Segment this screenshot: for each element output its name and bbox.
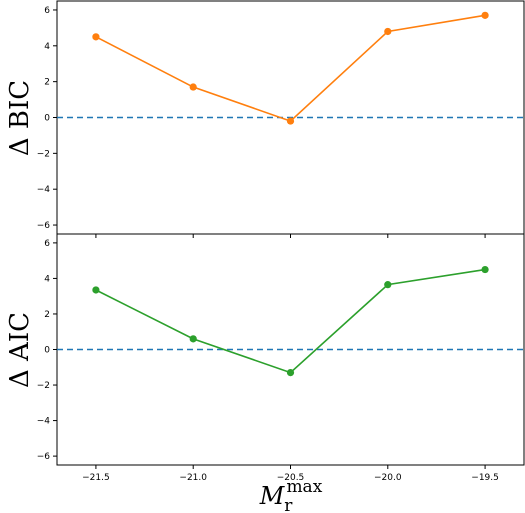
x-tick-label: −19.5	[471, 473, 499, 483]
bic-data-point	[189, 83, 197, 91]
bic-x-ticks	[95, 234, 486, 238]
aic-data-point	[481, 265, 489, 274]
aic-x-ticks: −21.5 −21.0 −20.5 −20.0 −19.5	[82, 465, 499, 483]
x-axis-label: Mrmax	[259, 477, 323, 513]
y-tick-label: 6	[44, 6, 50, 16]
x-axis-label-main: M	[259, 482, 286, 510]
y-tick-label: −6	[37, 221, 51, 231]
x-tick-label: −21.0	[179, 473, 207, 483]
bic-data-point	[92, 33, 100, 41]
y-tick-label: 0	[44, 114, 50, 124]
x-tick-label: −20.0	[374, 473, 402, 483]
x-tick-label: −20.5	[277, 473, 305, 483]
bic-panel: −6 −4 −2 0 2 4 6 Δ BIC	[5, 0, 525, 238]
aic-series-line	[95, 268, 486, 374]
bic-data-point	[384, 27, 392, 36]
aic-data-point	[92, 286, 100, 294]
y-tick-label: −2	[37, 381, 50, 391]
x-axis-label-sup: max	[286, 477, 322, 497]
aic-y-axis-label: Δ AIC	[5, 312, 35, 388]
x-axis-label-sub: r	[284, 496, 293, 513]
aic-series	[92, 265, 489, 377]
aic-data-point	[286, 369, 295, 377]
y-tick-label: 4	[44, 42, 50, 52]
y-tick-label: −2	[37, 149, 50, 159]
bic-y-axis-label: Δ BIC	[5, 80, 35, 156]
bic-data-point	[481, 11, 489, 19]
aic-data-point	[189, 335, 197, 343]
y-tick-label: 2	[44, 310, 50, 320]
y-tick-label: 2	[44, 78, 50, 88]
bic-series	[92, 11, 489, 125]
bic-y-ticks: −6 −4 −2 0 2 4 6	[37, 6, 57, 231]
aic-data-point	[384, 281, 392, 289]
y-tick-label: −6	[37, 452, 51, 462]
aic-y-ticks: −6 −4 −2 0 2 4 6	[37, 239, 57, 462]
y-tick-label: 4	[44, 274, 50, 284]
aic-panel: −6 −4 −2 0 2 4 6 −21.5 −21.0 −20.5 −20.0 −19.5 Δ A…	[5, 233, 525, 513]
bic-data-point	[286, 117, 295, 125]
y-tick-label: 0	[44, 346, 50, 356]
y-tick-label: −4	[37, 185, 51, 195]
y-tick-label: 6	[44, 239, 50, 249]
y-tick-label: −4	[37, 417, 51, 427]
bic-series-line	[95, 14, 486, 122]
x-tick-label: −21.5	[82, 473, 110, 483]
